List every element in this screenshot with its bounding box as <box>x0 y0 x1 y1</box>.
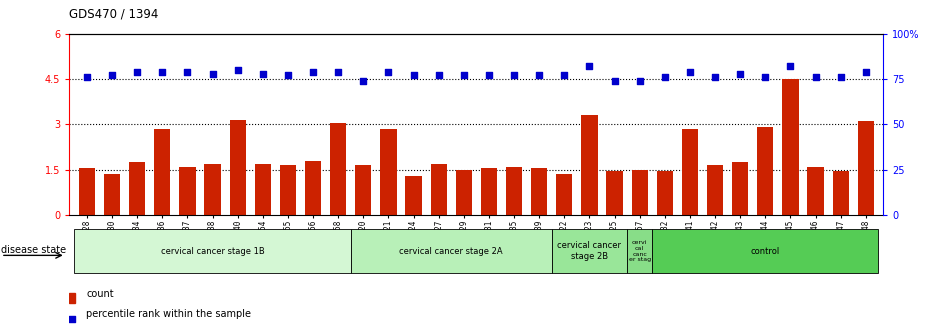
Bar <box>254 164 271 215</box>
Text: percentile rank within the sample: percentile rank within the sample <box>86 309 251 319</box>
FancyBboxPatch shape <box>351 229 551 274</box>
Point <box>633 78 648 83</box>
Bar <box>204 164 221 215</box>
Bar <box>405 176 422 215</box>
Bar <box>531 168 548 215</box>
Point <box>708 75 722 80</box>
Point <box>280 73 295 78</box>
Bar <box>430 164 447 215</box>
Bar <box>69 293 75 303</box>
Point <box>783 64 798 69</box>
Text: control: control <box>751 247 780 256</box>
Bar <box>783 79 798 215</box>
Text: disease state: disease state <box>1 245 66 255</box>
Bar <box>154 129 170 215</box>
Point <box>733 71 747 76</box>
Bar <box>305 161 321 215</box>
Point <box>482 73 497 78</box>
Bar <box>857 121 874 215</box>
Text: cervi
cal
canc
er stag: cervi cal canc er stag <box>629 240 651 262</box>
Point <box>557 73 572 78</box>
Point <box>858 69 873 74</box>
Point <box>607 78 622 83</box>
Point <box>507 73 522 78</box>
Point <box>130 69 144 74</box>
Bar <box>229 120 246 215</box>
Bar <box>556 174 573 215</box>
Point <box>683 69 697 74</box>
Text: cervical cancer stage 2A: cervical cancer stage 2A <box>400 247 503 256</box>
Point <box>758 75 772 80</box>
Bar <box>104 174 120 215</box>
Bar <box>481 168 497 215</box>
Bar <box>355 165 372 215</box>
Bar <box>130 162 145 215</box>
Bar <box>79 168 95 215</box>
Point <box>305 69 320 74</box>
Bar <box>506 167 523 215</box>
Point <box>532 73 547 78</box>
Point <box>356 78 371 83</box>
Bar <box>732 162 748 215</box>
FancyBboxPatch shape <box>551 229 627 274</box>
Point <box>205 71 220 76</box>
Bar <box>657 171 673 215</box>
Bar <box>179 167 195 215</box>
Point <box>331 69 346 74</box>
Bar <box>380 129 397 215</box>
Point <box>105 73 119 78</box>
Bar <box>832 171 849 215</box>
Point <box>582 64 597 69</box>
Bar <box>808 167 823 215</box>
Text: GDS470 / 1394: GDS470 / 1394 <box>69 7 159 20</box>
Bar <box>632 170 648 215</box>
Text: cervical cancer
stage 2B: cervical cancer stage 2B <box>558 242 622 261</box>
Text: cervical cancer stage 1B: cervical cancer stage 1B <box>161 247 265 256</box>
Bar <box>581 115 598 215</box>
Point <box>406 73 421 78</box>
Point <box>156 215 171 220</box>
Point <box>833 75 848 80</box>
Point <box>154 69 169 74</box>
Point <box>381 69 396 74</box>
FancyBboxPatch shape <box>74 229 351 274</box>
FancyBboxPatch shape <box>627 229 652 274</box>
Point <box>431 73 446 78</box>
Bar <box>707 165 723 215</box>
Bar <box>607 171 623 215</box>
Point <box>808 75 823 80</box>
Bar <box>758 127 773 215</box>
Point <box>80 75 94 80</box>
Point <box>230 67 245 73</box>
Text: count: count <box>86 289 114 299</box>
Point <box>658 75 672 80</box>
Point <box>456 73 471 78</box>
FancyBboxPatch shape <box>652 229 879 274</box>
Point <box>180 69 195 74</box>
Point <box>255 71 270 76</box>
Bar <box>330 123 346 215</box>
Bar <box>456 170 472 215</box>
Bar <box>279 165 296 215</box>
Bar <box>682 129 698 215</box>
